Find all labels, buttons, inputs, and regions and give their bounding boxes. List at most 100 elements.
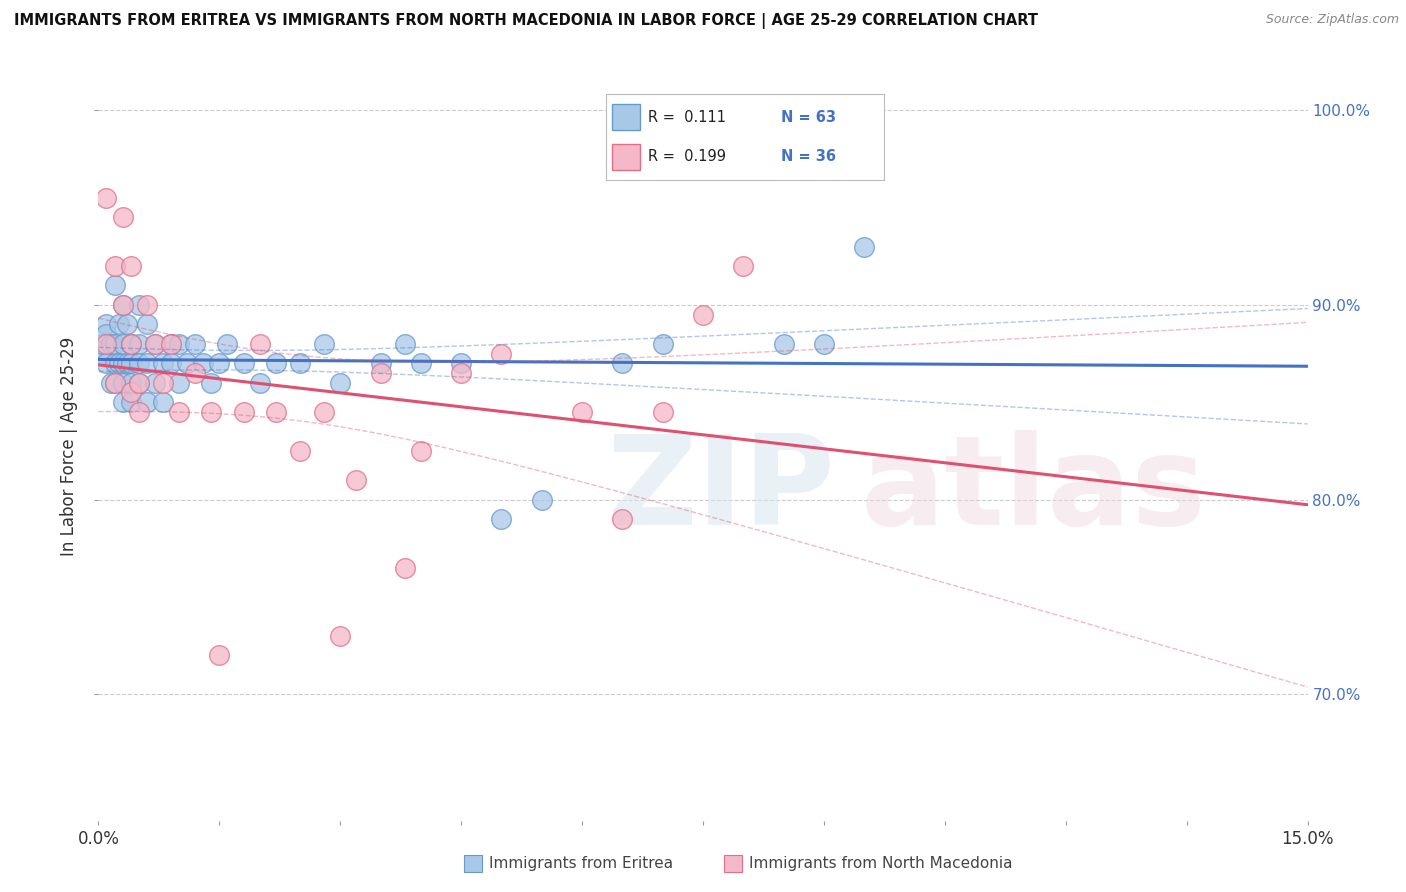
Point: [128, 356, 150, 370]
Point: [314, 405, 336, 419]
Point: [530, 492, 553, 507]
Point: [103, 259, 125, 273]
Point: [772, 336, 794, 351]
Point: [135, 356, 157, 370]
Point: [184, 336, 207, 351]
Point: [184, 366, 207, 380]
Point: [288, 443, 311, 458]
Point: [107, 356, 129, 370]
Point: [103, 356, 125, 370]
Point: [612, 512, 634, 526]
Point: [128, 298, 150, 312]
Point: [107, 318, 129, 332]
Point: [96, 191, 118, 205]
Point: [152, 395, 174, 409]
Text: Source: ZipAtlas.com: Source: ZipAtlas.com: [1265, 13, 1399, 27]
Point: [103, 376, 125, 390]
Point: [143, 376, 166, 390]
Point: [128, 376, 150, 390]
Point: [143, 336, 166, 351]
Point: [160, 336, 183, 351]
Point: [344, 473, 367, 487]
Point: [111, 356, 134, 370]
Point: [111, 395, 134, 409]
Point: [394, 560, 416, 574]
Point: [167, 336, 190, 351]
Point: [370, 356, 392, 370]
Text: IMMIGRANTS FROM ERITREA VS IMMIGRANTS FROM NORTH MACEDONIA IN LABOR FORCE | AGE : IMMIGRANTS FROM ERITREA VS IMMIGRANTS FR…: [14, 13, 1038, 29]
Point: [103, 336, 125, 351]
Point: [103, 278, 125, 293]
Point: [394, 336, 416, 351]
Point: [409, 356, 432, 370]
Point: [111, 298, 134, 312]
Point: [329, 629, 352, 643]
Point: [120, 395, 142, 409]
Point: [120, 385, 142, 400]
Text: atlas: atlas: [860, 431, 1206, 551]
Point: [450, 366, 472, 380]
Point: [91, 336, 114, 351]
Point: [288, 356, 311, 370]
Point: [135, 298, 157, 312]
Point: [314, 336, 336, 351]
Point: [128, 376, 150, 390]
Point: [208, 648, 231, 663]
Point: [167, 405, 190, 419]
Point: [160, 336, 183, 351]
Point: [651, 336, 673, 351]
Point: [249, 376, 271, 390]
Point: [217, 336, 239, 351]
Point: [103, 376, 125, 390]
Point: [249, 336, 271, 351]
Point: [491, 512, 513, 526]
Point: [115, 318, 138, 332]
Point: [370, 366, 392, 380]
Point: [96, 356, 118, 370]
Point: [232, 405, 254, 419]
Point: [571, 405, 593, 419]
Point: [491, 346, 513, 360]
Point: [120, 259, 142, 273]
Point: [91, 346, 114, 360]
Point: [128, 405, 150, 419]
Point: [120, 336, 142, 351]
Point: [111, 298, 134, 312]
Point: [135, 318, 157, 332]
Point: [128, 336, 150, 351]
Point: [96, 327, 118, 342]
Point: [200, 405, 222, 419]
Point: [264, 405, 287, 419]
Point: [120, 336, 142, 351]
Point: [152, 376, 174, 390]
Point: [115, 356, 138, 370]
Point: [143, 336, 166, 351]
Point: [111, 211, 134, 225]
Point: [409, 443, 432, 458]
Point: [120, 376, 142, 390]
Point: [167, 376, 190, 390]
Point: [120, 336, 142, 351]
Point: [135, 395, 157, 409]
Point: [813, 336, 835, 351]
Point: [111, 336, 134, 351]
Point: [200, 376, 222, 390]
Point: [160, 356, 183, 370]
Point: [692, 308, 714, 322]
Point: [193, 356, 215, 370]
Point: [96, 336, 118, 351]
Point: [264, 356, 287, 370]
Point: [96, 318, 118, 332]
Point: [176, 356, 198, 370]
Point: [450, 356, 472, 370]
Point: [111, 376, 134, 390]
Text: Immigrants from Eritrea: Immigrants from Eritrea: [489, 856, 673, 871]
Point: [120, 356, 142, 370]
Point: [733, 259, 755, 273]
Text: ZIP: ZIP: [606, 431, 835, 551]
Point: [100, 336, 122, 351]
Point: [100, 376, 122, 390]
Point: [612, 356, 634, 370]
Text: Immigrants from North Macedonia: Immigrants from North Macedonia: [749, 856, 1012, 871]
Y-axis label: In Labor Force | Age 25-29: In Labor Force | Age 25-29: [60, 336, 79, 556]
